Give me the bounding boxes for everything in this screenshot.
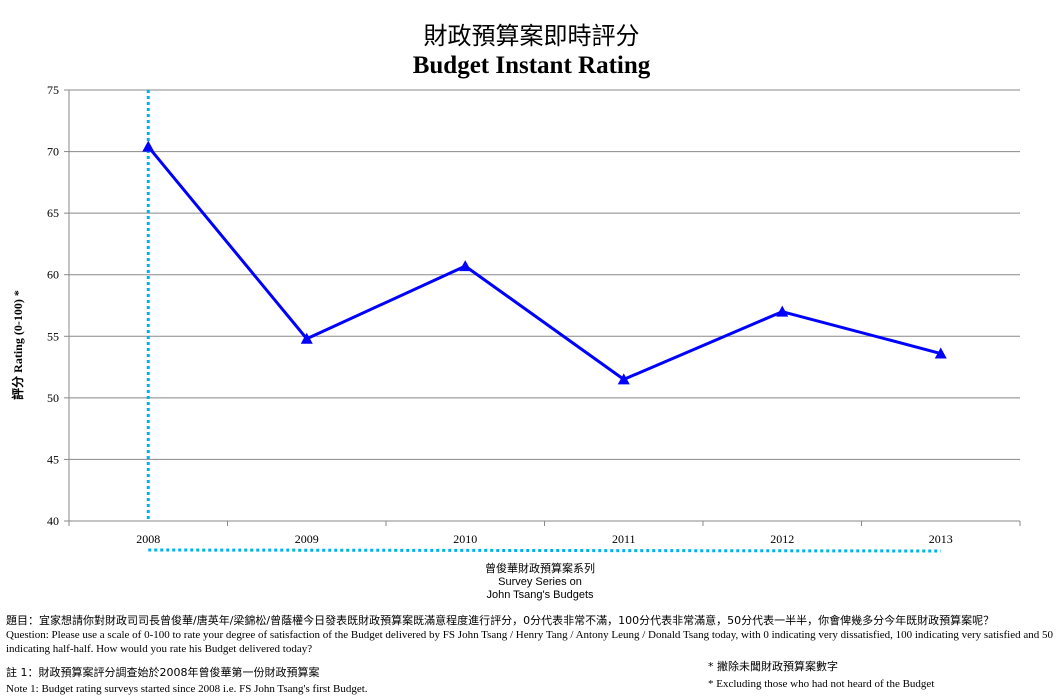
- x-tick-label: 2013: [929, 532, 953, 546]
- y-tick-label: 60: [47, 268, 59, 282]
- y-tick-label: 75: [47, 83, 59, 97]
- chart-title-zh: 財政預算案即時評分: [423, 22, 640, 50]
- x-tick-labels: 2008 2009 2010 2011 2012 2013: [136, 532, 953, 546]
- y-tick-label: 70: [47, 145, 59, 159]
- question-note: 題目：宜家想請你對財政司司長曾俊華/唐英年/梁錦松/曾蔭權今日發表既財政預算案既…: [6, 614, 1056, 656]
- series-line: [142, 140, 947, 385]
- data-point-2008: [142, 140, 155, 152]
- data-point-2010: [459, 260, 472, 272]
- chart-title-en: Budget Instant Rating: [412, 52, 651, 79]
- data-point-2013: [934, 347, 947, 359]
- x-axis-caption: 曾俊華財政預算案系列 Survey Series on John Tsang's…: [440, 563, 640, 602]
- y-tick-labels: 40 45 50 55 60 65 70 75: [47, 83, 59, 528]
- x-axis-caption-en-2: John Tsang's Budgets: [486, 589, 594, 601]
- series-span-guide: [148, 548, 941, 553]
- grid-lines: [69, 89, 1020, 460]
- x-tick-label: 2012: [770, 532, 794, 546]
- question-en: Question: Please use a scale of 0-100 to…: [6, 629, 1053, 655]
- question-zh: 題目：宜家想請你對財政司司長曾俊華/唐英年/梁錦松/曾蔭權今日發表既財政預算案既…: [6, 614, 995, 627]
- data-point-2012: [776, 305, 789, 317]
- series-guides: [146, 90, 941, 553]
- note1-zh: 註 1：財政預算案評分調查始於2008年曾俊華第一份財政預算案: [6, 666, 320, 679]
- exclusion-note-en: * Excluding those who had not heard of t…: [708, 678, 935, 690]
- y-tick-label: 40: [47, 514, 59, 528]
- x-axis-caption-en-1: Survey Series on: [498, 576, 582, 588]
- y-axis-label: 評分 Rating (0-100) *: [10, 290, 25, 400]
- axes: [64, 89, 1021, 526]
- data-point-2009: [300, 332, 313, 344]
- exclusion-note-zh: * 撇除未聞財政預算案數字: [708, 660, 838, 673]
- x-tick-label: 2010: [453, 532, 477, 546]
- note1-en: Note 1: Budget rating surveys started si…: [6, 683, 368, 695]
- y-tick-label: 50: [47, 391, 59, 405]
- y-tick-label: 45: [47, 452, 59, 466]
- rating-line: [147, 145, 942, 382]
- x-axis-caption-zh: 曾俊華財政預算案系列: [485, 563, 595, 575]
- y-tick-label: 65: [47, 206, 59, 220]
- x-tick-label: 2009: [295, 532, 319, 546]
- x-tick-label: 2011: [612, 532, 636, 546]
- y-tick-label: 55: [47, 329, 59, 343]
- data-point-2011: [617, 373, 630, 385]
- x-tick-label: 2008: [136, 532, 160, 546]
